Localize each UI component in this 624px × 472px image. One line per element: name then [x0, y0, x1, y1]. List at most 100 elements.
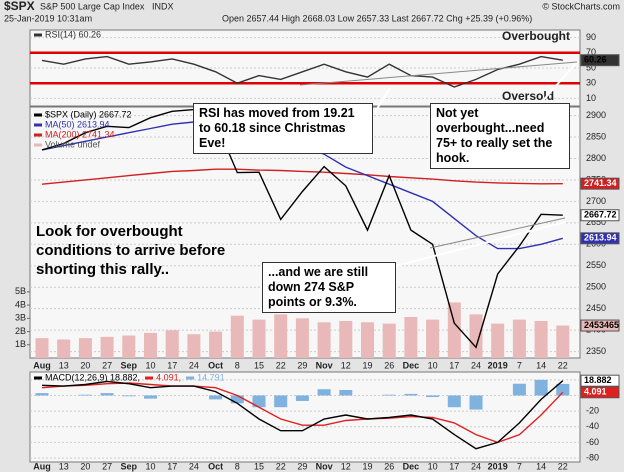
x-tick-label: Aug	[33, 360, 51, 370]
x-tick-label: 17	[449, 461, 459, 471]
bar	[534, 320, 548, 358]
bar	[57, 339, 71, 358]
legend-label: 14.791	[197, 372, 225, 382]
x-tick-label: 29	[297, 461, 307, 471]
y-tick-label: -40	[586, 421, 599, 431]
x-tick-label: 19	[362, 360, 372, 370]
x-tick-label: Aug	[33, 461, 51, 471]
x-tick-label: 13	[59, 461, 69, 471]
date: 25-Jan-2019 10:31am	[4, 13, 92, 23]
bar	[360, 322, 375, 358]
y-tick-label: 2550	[586, 260, 606, 270]
bar	[382, 323, 396, 358]
x-tick-label: 7	[517, 360, 522, 370]
bar	[274, 314, 288, 358]
bar	[317, 389, 331, 396]
x-tick-label: 29	[297, 360, 307, 370]
value-box	[580, 374, 620, 387]
bar	[78, 394, 92, 396]
value-box-label: 18.882	[584, 375, 612, 385]
y-tick-label: 2900	[586, 110, 606, 120]
x-tick-label: Oct	[208, 461, 223, 471]
y-tick-label: 10	[586, 93, 596, 103]
credit: © StockCharts.com	[542, 1, 620, 11]
value-box-label: 60.26	[584, 55, 607, 65]
quote: Open 2657.44 High 2668.03 Low 2657.33 La…	[222, 13, 532, 23]
value-box	[580, 54, 620, 67]
value-box	[580, 386, 620, 399]
value-box	[580, 177, 620, 190]
bar	[35, 393, 49, 396]
bar	[404, 393, 418, 396]
x-tick-label: 10	[428, 360, 438, 370]
legend-label: 4.091,	[156, 372, 181, 382]
y-tick-label: 2700	[586, 196, 606, 206]
y-tick-label: 2800	[586, 153, 606, 163]
bar	[230, 315, 244, 358]
y2-tick-label: 5B	[15, 286, 26, 296]
bar	[122, 335, 136, 358]
x-tick-label: 17	[167, 360, 177, 370]
x-tick-label: 24	[189, 461, 199, 471]
bar	[534, 379, 548, 396]
bar	[100, 336, 114, 358]
bar	[295, 318, 309, 358]
bar	[426, 395, 440, 398]
annotation: ...and we are still down 274 S&P points …	[262, 262, 396, 313]
bar	[317, 322, 331, 358]
bar	[78, 338, 92, 358]
y-tick-label: 30	[586, 78, 596, 88]
x-tick-label: 8	[235, 461, 240, 471]
bar	[230, 395, 244, 404]
x-tick-label: 22	[276, 461, 286, 471]
panel	[29, 371, 581, 463]
value-box-label: 2741.34	[584, 178, 617, 188]
x-tick-label: Dec	[403, 461, 420, 471]
bar	[209, 395, 223, 400]
x-tick-label: 27	[102, 360, 112, 370]
panel-label: Overbought	[502, 29, 570, 43]
bar	[556, 383, 570, 396]
y-tick-label: -80	[586, 452, 599, 462]
value-box	[580, 209, 620, 222]
x-tick-label: 17	[449, 360, 459, 370]
legend-label: MACD(12,26,9) 18.882,	[45, 372, 140, 382]
bar	[404, 316, 418, 358]
bar	[122, 395, 136, 397]
x-tick-label: 17	[167, 461, 177, 471]
y-tick-label: -20	[586, 406, 599, 416]
bar	[100, 393, 114, 396]
bar	[295, 395, 309, 401]
x-tick-label: 24	[471, 360, 481, 370]
bar	[252, 395, 266, 408]
panel-label: Oversold	[502, 89, 554, 103]
y2-tick-label: 1B	[15, 339, 26, 349]
y-tick-label: 2350	[586, 346, 606, 356]
series-line	[41, 380, 564, 450]
x-tick-label: Sep	[121, 461, 138, 471]
x-tick-label: 15	[254, 461, 264, 471]
x-tick-label: 8	[235, 360, 240, 370]
y-tick-label: 2850	[586, 131, 606, 141]
x-tick-label: Oct	[208, 360, 223, 370]
x-tick-label: 24	[189, 360, 199, 370]
x-tick-label: 20	[80, 360, 90, 370]
bar	[143, 332, 158, 358]
x-tick-label: Nov	[316, 461, 333, 471]
bar	[512, 319, 526, 358]
x-tick-label: 24	[471, 461, 481, 471]
bar	[447, 395, 461, 408]
bar	[252, 319, 266, 358]
value-box-label: 2453465	[584, 320, 619, 330]
x-tick-label: Sep	[121, 360, 138, 370]
x-tick-label: 22	[558, 461, 568, 471]
x-tick-label: 22	[276, 360, 286, 370]
x-tick-label: 2019	[488, 461, 508, 471]
y-tick-label: 2500	[586, 282, 606, 292]
value-box-label: 2613.94	[584, 233, 617, 243]
x-tick-label: 14	[536, 461, 546, 471]
value-box	[580, 319, 620, 332]
x-tick-label: 27	[102, 461, 112, 471]
y2-tick-label: 3B	[15, 313, 26, 323]
bar	[382, 394, 396, 396]
